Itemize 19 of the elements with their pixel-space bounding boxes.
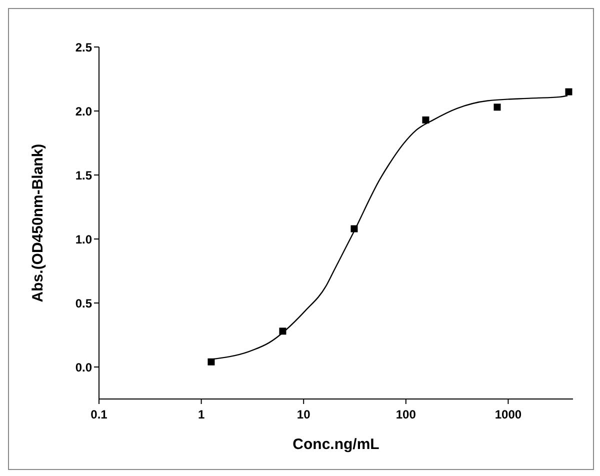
point xyxy=(494,104,501,111)
y-tick-label: 2.5 xyxy=(75,40,92,54)
y-tick-label: 0.5 xyxy=(75,296,92,310)
y-tick-label: 2.0 xyxy=(75,104,92,118)
y-tick-label: 1.0 xyxy=(75,232,92,246)
y-tick-label: 0.0 xyxy=(75,360,92,374)
x-axis-title: Conc.ng/mL xyxy=(292,436,380,453)
x-tick-label: 1000 xyxy=(494,408,522,422)
x-tick-label: 100 xyxy=(396,408,416,422)
x-tick-label: 0.1 xyxy=(90,408,108,422)
point xyxy=(422,116,430,124)
y-axis-title: Abs.(OD450nm-Blank) xyxy=(29,144,46,302)
x-tick-label: 10 xyxy=(296,408,311,422)
x-tick-label: 1 xyxy=(198,408,205,422)
point xyxy=(279,328,286,335)
y-tick-label: 1.5 xyxy=(75,168,92,182)
point xyxy=(208,358,215,366)
point xyxy=(565,88,572,96)
point xyxy=(350,225,358,232)
